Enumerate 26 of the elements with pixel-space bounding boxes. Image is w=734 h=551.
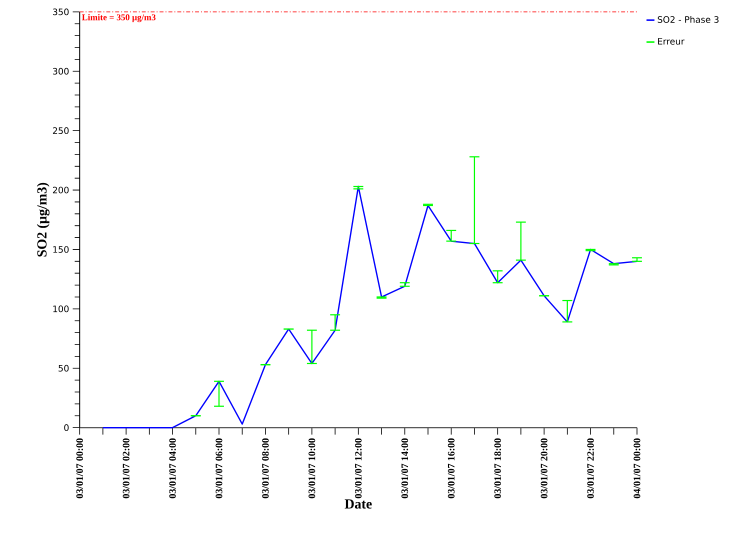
y-tick-label: 0 — [64, 424, 69, 431]
y-tick-label: 200 — [52, 186, 69, 194]
y-tick-label: 100 — [53, 305, 69, 312]
x-tick-label: 03/01/07 22:00 — [587, 438, 594, 498]
y-axis-title: SO2 (µg/m3) — [36, 182, 50, 256]
legend-label: Erreur — [658, 38, 684, 44]
legend-label: SO2 - Phase 3 — [658, 16, 719, 23]
x-tick-label: 04/01/07 00:00 — [634, 438, 640, 498]
y-tick-label: 300 — [52, 68, 69, 74]
x-tick-label: 03/01/07 04:00 — [169, 438, 176, 498]
x-tick-label: 03/01/07 06:00 — [216, 438, 222, 498]
x-tick-label: 03/01/07 08:00 — [262, 438, 269, 498]
y-tick-label: 250 — [52, 127, 69, 134]
x-tick-label: 03/01/07 02:00 — [122, 438, 130, 498]
x-tick-label: 03/01/07 18:00 — [494, 438, 502, 498]
x-tick-label: 03/01/07 14:00 — [401, 438, 408, 498]
x-tick-label: 03/01/07 16:00 — [448, 438, 455, 498]
y-tick-label: 150 — [53, 246, 69, 253]
x-tick-label: 03/01/07 10:00 — [308, 438, 316, 498]
x-tick-label: 03/01/07 00:00 — [76, 438, 84, 498]
x-axis-title: Date — [344, 499, 372, 508]
ref-line-label: Limite = 350 µg/m3 — [82, 14, 156, 22]
y-tick-label: 50 — [58, 364, 69, 372]
x-tick-label: 03/01/07 20:00 — [540, 438, 548, 498]
x-tick-label: 03/01/07 12:00 — [354, 438, 362, 498]
y-tick-label: 350 — [52, 8, 69, 16]
